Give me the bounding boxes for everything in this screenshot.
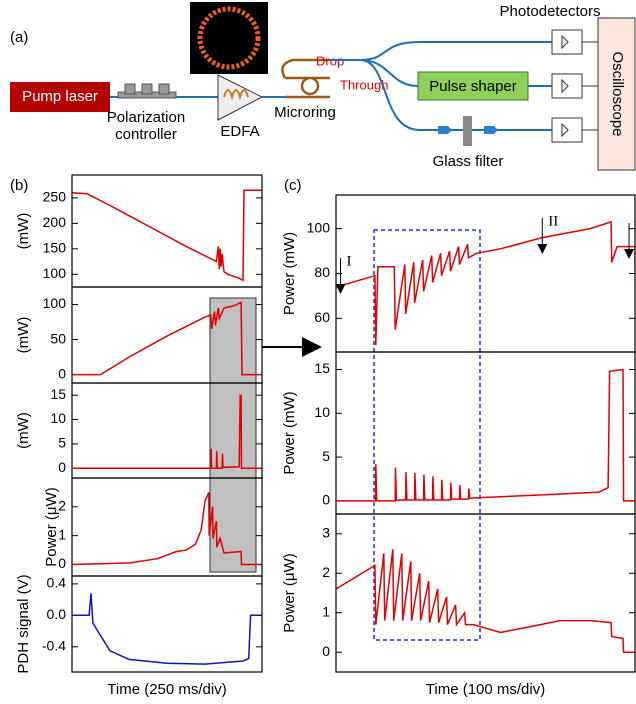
photodetectors [551,29,583,143]
pulse-shaper-label: Pulse shaper [429,78,517,95]
x-axis-label: Time (100 ms/div) [426,681,545,698]
edfa-coil [223,89,249,101]
y-tick-label: 5 [58,435,66,451]
zoom-region [209,297,257,573]
y-tick-label: 50 [50,330,66,346]
oscilloscope-label: Oscilloscope [609,51,626,136]
fiber [330,41,552,131]
oscilloscope-box [597,17,636,171]
frame [335,194,636,353]
x-axis-label: Time (250 ms/div) [107,681,226,698]
panel-label: (a) [10,29,28,46]
y-tick-label: 0 [322,643,330,659]
y-tick-label: 100 [43,295,67,311]
y-tick-label: 60 [314,309,330,325]
glass-filter [463,116,472,146]
microring [281,58,330,99]
annotation: II [548,213,558,229]
zoom-region-dashed [373,229,481,641]
through-label: Through [340,77,388,92]
trace [72,593,262,665]
pulse-shaper-box [417,71,529,101]
y-tick-label: 100 [43,265,67,281]
polarization-controller [117,83,177,99]
y-axis-label: Power (μW) [43,487,60,566]
y-tick-label: 1 [322,603,330,619]
y-axis-label: Power (mW) [281,232,298,315]
frame [71,575,263,673]
collimators [438,126,498,134]
trace [72,301,262,376]
trace [336,220,635,350]
y-tick-label: 250 [43,189,67,205]
y-tick-label: 0.0 [47,606,67,622]
y-axis-label: (mW) [15,412,32,449]
y-tick-label: 100 [307,219,331,235]
y-tick-label: 200 [43,214,67,230]
y-tick-label: 0 [58,555,66,571]
y-tick-label: 150 [43,240,67,256]
y-tick-label: 2 [58,498,66,514]
y-tick-label: 5 [322,448,330,464]
pump-laser-label: Pump laser [22,88,98,105]
trace [72,189,262,282]
polarization-label: controller [115,126,177,143]
plots: 100150200250(mW)050100(mW)051015(mW)012P… [15,174,636,698]
frame [335,351,636,515]
y-axis-label: Power (mW) [281,391,298,474]
glass-filter-label: Glass filter [433,153,504,170]
cables [582,41,598,131]
y-axis-label: Power (μW) [281,553,298,632]
frame [71,174,263,288]
y-tick-label: 10 [314,404,330,420]
ring-image [190,2,268,74]
trace [72,394,262,470]
trace [72,492,262,566]
y-tick-label: 0.4 [47,575,67,591]
y-tick-label: -0.4 [42,638,66,654]
y-tick-label: 80 [314,264,330,280]
frame [335,513,636,673]
y-tick-label: 0 [322,492,330,508]
panel-label: (b) [10,177,28,194]
y-tick-label: 1 [58,526,66,542]
annotation: I [346,253,351,269]
y-tick-label: 2 [322,564,330,580]
microring-label: Microring [274,104,336,121]
y-tick-label: 0 [58,365,66,381]
y-axis-label: (mW) [15,213,32,250]
edfa-label: EDFA [220,123,259,140]
y-axis-label: (mW) [15,317,32,354]
y-tick-label: 3 [322,524,330,540]
setup-diagram: Pump laser Polarization controller EDFA … [10,2,636,171]
photodetectors-label: Photodetectors [500,3,601,20]
trace [336,549,635,654]
ring-image-ring [197,6,261,70]
trace [336,368,635,502]
y-tick-label: 15 [314,360,330,376]
y-tick-label: 0 [58,459,66,475]
polarization-label: Polarization [107,109,185,126]
y-axis-label: PDH signal (V) [15,574,32,673]
pump-laser-box [10,82,110,112]
panel-label: (c) [284,177,302,194]
y-tick-label: 10 [50,410,66,426]
y-tick-label: 15 [50,386,66,402]
